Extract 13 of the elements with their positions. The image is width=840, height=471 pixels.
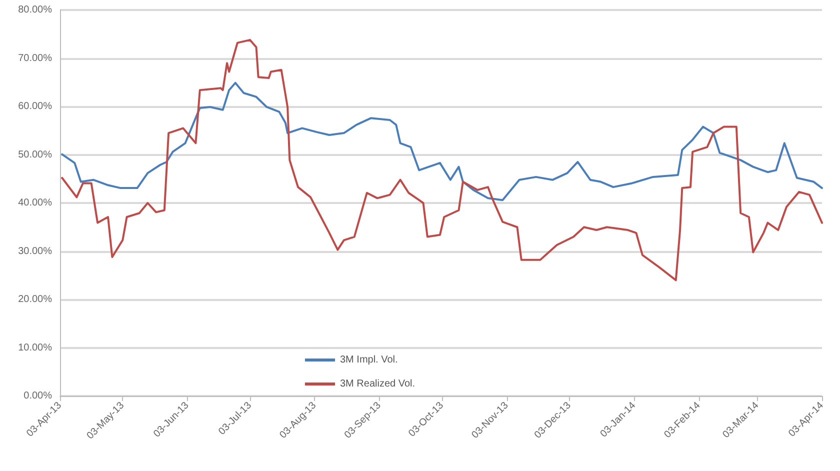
line-series <box>61 38 823 282</box>
y-tick-label: 30.00% <box>18 246 52 257</box>
legend-label: 3M Realized Vol. <box>340 378 416 390</box>
y-tick-label: 0.00% <box>24 390 52 402</box>
y-tick-label: 40.00% <box>18 198 52 208</box>
y-tick-label: 50.00% <box>18 149 52 160</box>
y-tick-label: 10.00% <box>18 342 52 354</box>
y-tick-label: 60.00% <box>18 101 52 112</box>
legend-label: 3M Impl. Vol. <box>340 354 398 366</box>
line-series <box>61 82 823 202</box>
y-tick-label: 70.00% <box>18 52 52 64</box>
y-tick-label: 20.00% <box>18 294 52 305</box>
y-tick-label: 80.00% <box>18 4 52 16</box>
